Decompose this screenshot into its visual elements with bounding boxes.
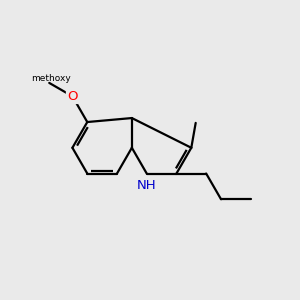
Text: methoxy: methoxy [31,74,70,83]
Text: NH: NH [137,179,157,193]
Text: O: O [67,90,78,103]
